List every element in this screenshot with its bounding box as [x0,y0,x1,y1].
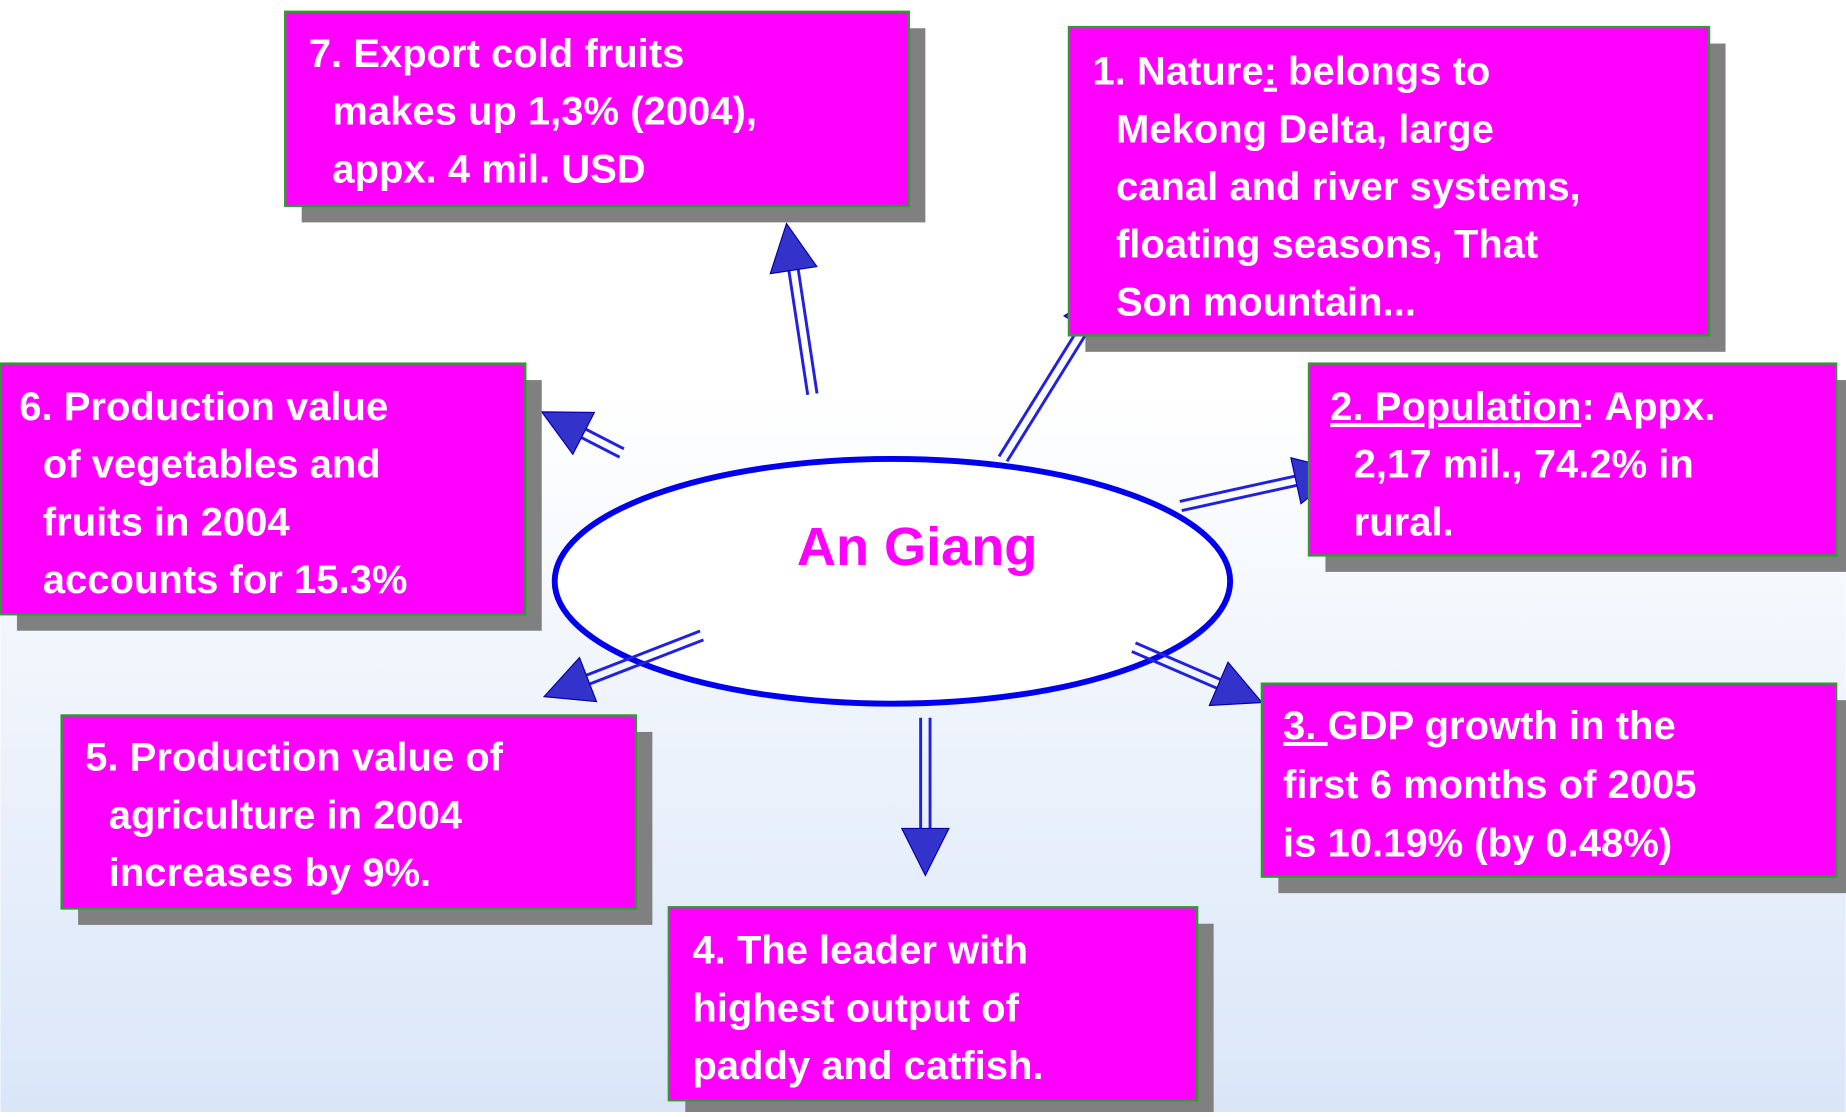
arrow-head [542,656,598,703]
arrow-shaft [1005,329,1090,463]
arrow-shaft [796,269,819,394]
arrow-shaft [585,629,701,677]
arrow-head [900,827,950,877]
box-text-part: : [1264,50,1277,94]
box [60,714,638,910]
box-text: 4. The leader with [692,929,1028,973]
arrow-shaft [997,325,1082,458]
arrow-head [769,222,818,275]
box-text: makes up 1,3% (2004), [332,90,757,134]
box-text: 2,17 mil., 74.2% in [1354,443,1694,487]
box-text: 2. Population: Appx. [1330,385,1715,429]
box-text: 1. Nature: belongs to [1092,50,1490,94]
center-label: An Giang [797,517,1037,577]
box-text: first 6 months of 2005 [1283,763,1696,807]
box-text: fruits in 2004 [43,500,291,544]
box-text-part: 3. [1283,704,1327,748]
box-text: 5. Production value of [85,736,504,780]
arrow-shaft [1179,474,1296,503]
box-text: agriculture in 2004 [109,793,463,837]
box-text: increases by 9%. [109,851,431,895]
box-text: 6. Production value [19,385,388,429]
box-text: highest output of [692,986,1019,1030]
box-text-part: 2. Population [1330,385,1581,429]
box-text-part: GDP growth in the [1328,704,1676,748]
arrow-shaft [585,427,625,451]
center-ellipse [551,455,1234,707]
arrow-shaft [1181,483,1298,513]
box-text: of vegetables and [43,443,381,487]
box [1067,25,1711,337]
arrow-shaft [787,270,810,396]
box-text-part: belongs to [1277,50,1490,94]
arrow-shaft [1134,641,1222,681]
box-text: canal and river systems, [1116,165,1581,209]
arrow-head [540,411,596,456]
box [284,10,911,208]
box-text: floating seasons, That [1116,223,1538,267]
box [1260,682,1838,878]
box-text-part: : Appx. [1581,385,1715,429]
arrow-shaft [580,436,621,459]
box-text-part: 1. Nature [1092,50,1263,94]
box-text: accounts for 15.3% [43,558,408,602]
arrow-shaft [1131,650,1218,690]
box-text: Mekong Delta, large [1116,107,1494,151]
box-text: rural. [1354,500,1454,544]
arrow-head [1208,661,1264,707]
box-text: Son mountain... [1116,280,1416,324]
box [1307,362,1838,557]
box-text: is 10.19% (by 0.48%) [1283,822,1672,866]
box [0,362,527,616]
box [667,906,1199,1102]
box-text: paddy and catfish. [692,1044,1043,1088]
box-text: appx. 4 mil. USD [332,147,645,191]
arrow-shaft [589,638,705,686]
box-text: 7. Export cold fruits [309,32,685,76]
box-text: 3. GDP growth in the [1283,704,1676,748]
